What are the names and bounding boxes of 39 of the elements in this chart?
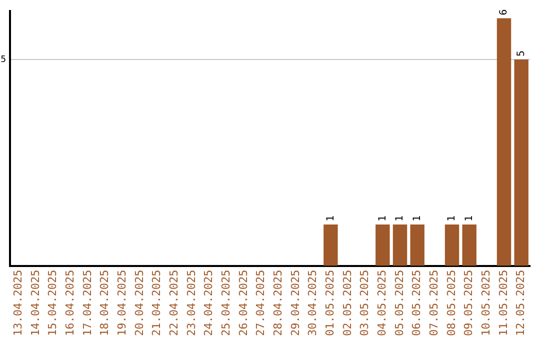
x-tick-label: 04.05.2025 (376, 270, 389, 336)
x-tick-label: 25.04.2025 (220, 270, 233, 336)
x-tick-label: 06.05.2025 (410, 270, 424, 336)
x-tick-label: 10.05.2025 (480, 270, 493, 336)
x-tick-label: 22.04.2025 (168, 270, 181, 336)
x-tick-label: 29.04.2025 (288, 270, 302, 336)
data-label: 1 (325, 215, 336, 222)
data-label: 1 (394, 215, 406, 222)
x-tick-label: 21.04.2025 (150, 270, 164, 336)
x-tick-label: 01.05.2025 (324, 270, 337, 336)
x-tick-label: 19.04.2025 (116, 270, 129, 336)
x-tick-label: 03.05.2025 (358, 270, 372, 336)
x-tick-label: 05.05.2025 (392, 270, 406, 336)
ref-line-label: 5 (0, 54, 6, 65)
data-label: 5 (516, 50, 527, 57)
x-tick-label: 30.04.2025 (306, 270, 320, 336)
data-label: 1 (412, 215, 423, 222)
data-label: 1 (377, 215, 388, 222)
data-label: 1 (464, 215, 475, 222)
x-tick-label: 20.04.2025 (132, 270, 146, 336)
x-tick-label: 16.04.2025 (64, 270, 77, 336)
x-tick-label: 27.04.2025 (254, 270, 268, 336)
x-tick-label: 24.04.2025 (202, 270, 216, 336)
data-label: 6 (498, 9, 510, 16)
x-tick-label: 18.04.2025 (98, 270, 112, 336)
x-tick-label: 13.04.2025 (12, 270, 25, 336)
x-tick-label: 26.04.2025 (236, 270, 250, 336)
x-tick-label: 11.05.2025 (496, 270, 510, 336)
data-label: 1 (446, 215, 458, 222)
x-tick-label: 14.04.2025 (28, 270, 42, 336)
x-tick-label: 17.04.2025 (80, 270, 94, 336)
x-tick-label: 09.05.2025 (462, 270, 476, 336)
x-tick-label: 15.04.2025 (46, 270, 60, 336)
x-tick-label: 07.05.2025 (428, 270, 441, 336)
x-tick-label: 02.05.2025 (340, 270, 354, 336)
x-tick-label: 28.04.2025 (272, 270, 285, 336)
x-tick-label: 08.05.2025 (444, 270, 458, 336)
x-tick-label: 12.05.2025 (514, 270, 528, 336)
x-tick-label: 23.04.2025 (184, 270, 198, 336)
